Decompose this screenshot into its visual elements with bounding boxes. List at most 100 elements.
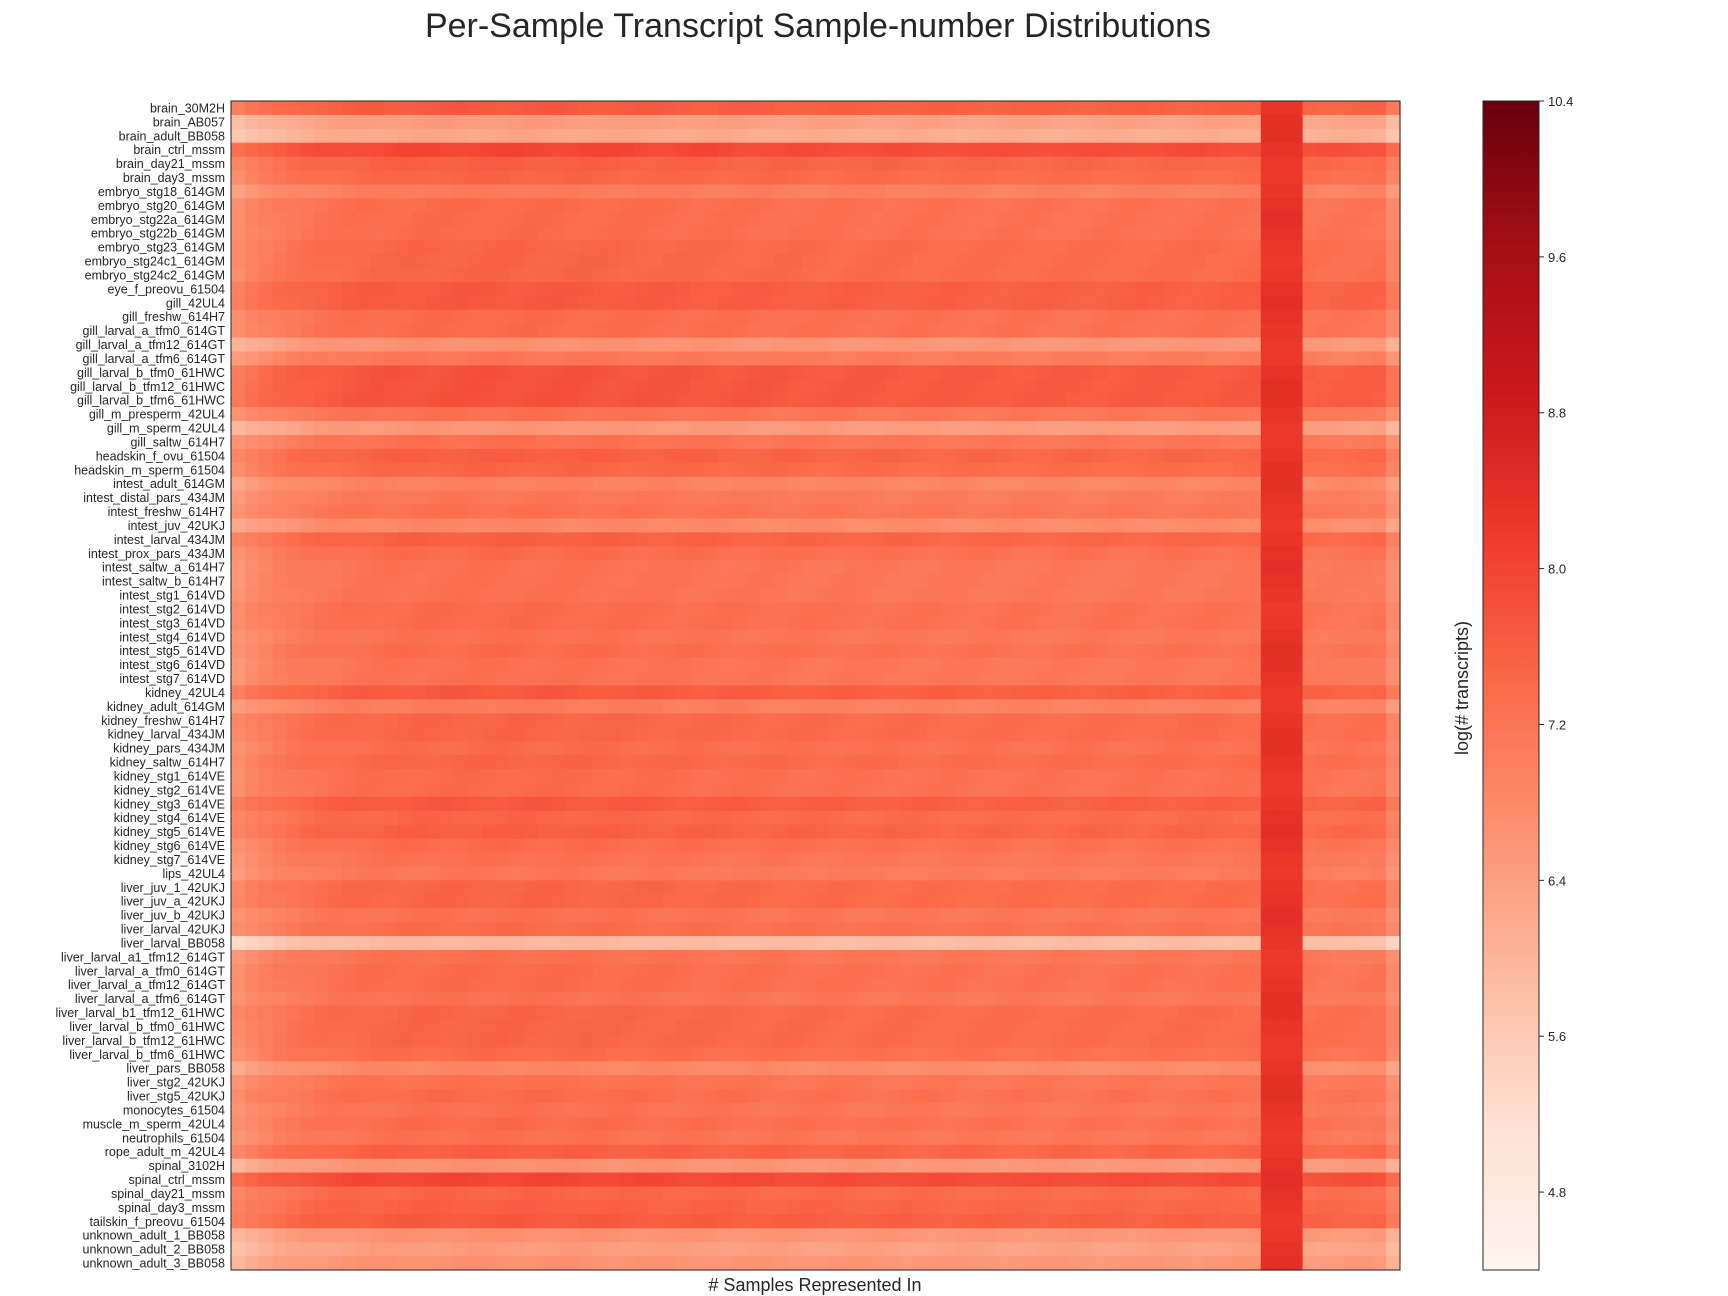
heatmap-cell bbox=[1288, 699, 1304, 714]
heatmap-cell bbox=[356, 393, 371, 408]
heatmap-cell bbox=[1135, 838, 1151, 854]
heatmap-cell bbox=[551, 824, 566, 840]
heatmap-cell bbox=[1372, 699, 1387, 714]
heatmap-cell bbox=[676, 226, 691, 241]
heatmap-cell bbox=[1260, 629, 1276, 645]
heatmap-cell bbox=[606, 114, 622, 130]
heatmap-cell bbox=[314, 156, 330, 172]
heatmap-cell bbox=[1233, 337, 1248, 353]
heatmap-cell bbox=[537, 894, 552, 909]
heatmap-cell bbox=[356, 588, 371, 603]
heatmap-cell bbox=[314, 254, 330, 269]
heatmap-cell bbox=[1246, 462, 1262, 478]
heatmap-cell bbox=[1177, 532, 1192, 547]
heatmap-cell bbox=[648, 908, 664, 923]
heatmap-cell bbox=[815, 699, 831, 714]
heatmap-cell bbox=[1052, 128, 1067, 144]
heatmap-cell bbox=[1066, 880, 1081, 895]
heatmap-cell bbox=[592, 866, 608, 881]
heatmap-cell bbox=[940, 365, 956, 380]
heatmap-cell bbox=[384, 309, 399, 325]
heatmap-cell bbox=[425, 546, 441, 561]
heatmap-cell bbox=[356, 295, 371, 311]
heatmap-cell bbox=[258, 309, 274, 325]
heatmap-cell bbox=[1260, 838, 1276, 854]
heatmap-cell bbox=[801, 240, 817, 255]
heatmap-cell bbox=[356, 852, 371, 868]
heatmap-cell bbox=[606, 448, 622, 464]
heatmap-cell bbox=[787, 421, 803, 436]
heatmap-cell bbox=[328, 518, 343, 534]
heatmap-cell bbox=[1330, 490, 1345, 506]
heatmap-cell bbox=[439, 421, 455, 436]
heatmap-cell bbox=[398, 546, 413, 561]
heatmap-cell bbox=[244, 407, 260, 422]
heatmap-cell bbox=[1358, 323, 1373, 339]
heatmap-cell bbox=[439, 671, 455, 687]
heatmap-cell bbox=[1191, 727, 1206, 742]
heatmap-cell bbox=[523, 476, 538, 492]
heatmap-cell bbox=[1177, 240, 1192, 255]
heatmap-cell bbox=[425, 490, 441, 506]
heatmap-cell bbox=[453, 379, 469, 394]
heatmap-cell bbox=[996, 546, 1011, 561]
heatmap-cell bbox=[912, 142, 928, 158]
heatmap-cell bbox=[342, 810, 357, 826]
heatmap-cell bbox=[1079, 880, 1095, 895]
heatmap-cell bbox=[773, 281, 789, 297]
heatmap-cell bbox=[314, 894, 330, 909]
heatmap-cell bbox=[1038, 796, 1053, 812]
heatmap-cell bbox=[1010, 448, 1025, 464]
heatmap-cell bbox=[467, 588, 483, 603]
heatmap-cell bbox=[398, 741, 413, 756]
heatmap-cell bbox=[1135, 602, 1151, 617]
heatmap-cell bbox=[634, 685, 650, 701]
heatmap-cell bbox=[857, 574, 872, 589]
heatmap-cell bbox=[1079, 629, 1095, 645]
heatmap-cell bbox=[342, 448, 357, 464]
heatmap-cell bbox=[1191, 254, 1206, 269]
heatmap-cell bbox=[704, 462, 719, 478]
heatmap-cell bbox=[314, 226, 330, 241]
heatmap-cell bbox=[1246, 337, 1262, 353]
heatmap-cell bbox=[1246, 838, 1262, 854]
heatmap-cell bbox=[565, 254, 580, 269]
heatmap-cell bbox=[314, 379, 330, 394]
heatmap-cell bbox=[1260, 852, 1276, 868]
heatmap-cell bbox=[634, 866, 650, 881]
heatmap-cell bbox=[1205, 755, 1220, 770]
heatmap-cell bbox=[453, 435, 469, 450]
heatmap-cell bbox=[1107, 323, 1123, 339]
heatmap-cell bbox=[509, 602, 524, 617]
heatmap-cell bbox=[857, 448, 872, 464]
heatmap-cell bbox=[899, 114, 914, 130]
heatmap-cell bbox=[244, 922, 260, 937]
heatmap-cell bbox=[578, 894, 594, 909]
heatmap-cell bbox=[425, 713, 441, 728]
heatmap-cell bbox=[537, 379, 552, 394]
heatmap-cell bbox=[1219, 546, 1234, 561]
heatmap-cell bbox=[1330, 379, 1345, 394]
heatmap-cell bbox=[439, 476, 455, 492]
heatmap-cell bbox=[1093, 518, 1109, 534]
heatmap-cell bbox=[1274, 755, 1290, 770]
heatmap-cell bbox=[467, 546, 483, 561]
heatmap-cell bbox=[704, 365, 719, 380]
heatmap-cell bbox=[1219, 880, 1234, 895]
heatmap-cell bbox=[272, 546, 288, 561]
heatmap-cell bbox=[787, 629, 803, 645]
heatmap-cell bbox=[328, 435, 343, 450]
heatmap-cell bbox=[1358, 365, 1373, 380]
heatmap-cell bbox=[481, 142, 497, 158]
heatmap-cell bbox=[328, 212, 343, 227]
heatmap-cell bbox=[926, 268, 942, 283]
heatmap-cell bbox=[272, 254, 288, 269]
heatmap-cell bbox=[690, 629, 705, 645]
heatmap-cell bbox=[815, 295, 831, 311]
heatmap-cell bbox=[1205, 810, 1220, 826]
heatmap-cell bbox=[1038, 323, 1053, 339]
heatmap-cell bbox=[801, 448, 817, 464]
heatmap-cell bbox=[676, 156, 691, 172]
heatmap-cell bbox=[1344, 295, 1359, 311]
heatmap-cell bbox=[1177, 504, 1192, 520]
